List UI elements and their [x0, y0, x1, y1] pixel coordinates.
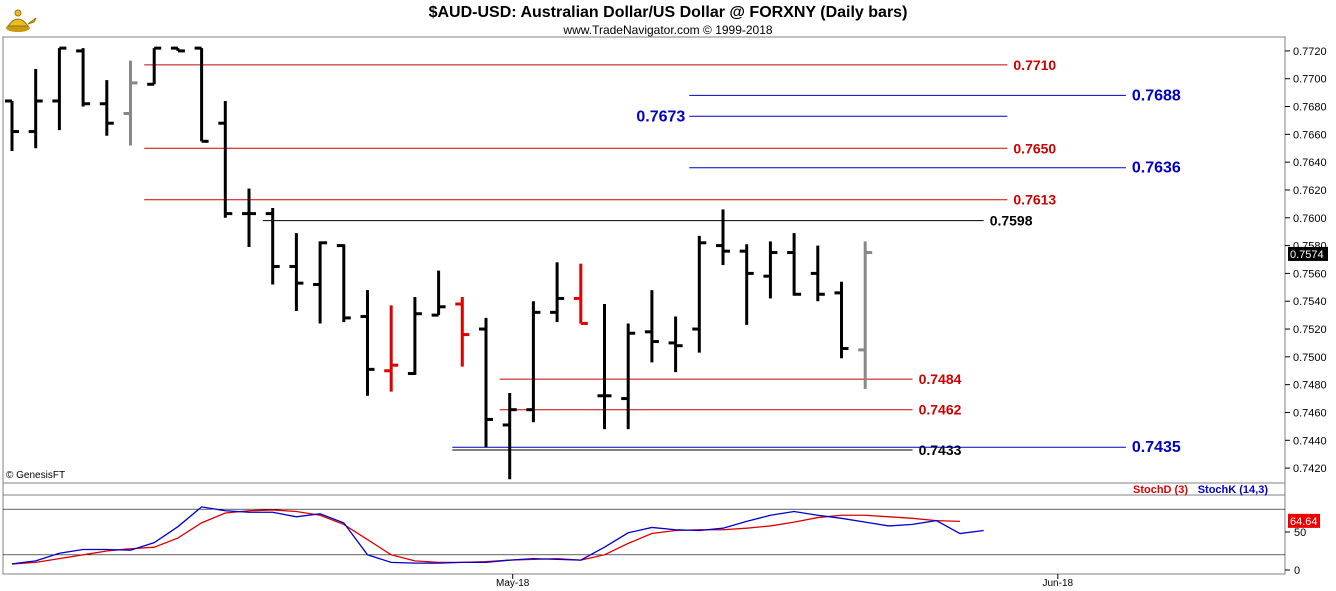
x-axis: May-18 Jun-18	[496, 574, 1074, 589]
chart-title: $AUD-USD: Australian Dollar/US Dollar @ …	[429, 4, 908, 21]
stoch-series-line	[11, 509, 961, 565]
x-tick-label: May-18	[496, 578, 530, 589]
stoch-legend: StochK (14,3) StochD (3)	[1133, 484, 1268, 496]
price-tick-label: 0.7420	[1293, 463, 1327, 475]
level-label: 0.7636	[1132, 160, 1181, 177]
level-label: 0.7484	[919, 371, 962, 387]
price-tick-label: 0.7680	[1293, 102, 1327, 114]
price-tick-label: 0.7460	[1293, 407, 1327, 419]
level-label: 0.7673	[636, 108, 685, 125]
stoch-pane	[2, 482, 1286, 575]
x-tick-label: Jun-18	[1043, 578, 1074, 589]
chart-subtitle: www.TradeNavigator.com © 1999-2018	[562, 23, 772, 37]
price-tick-label: 0.7600	[1293, 213, 1327, 225]
price-tick-label: 0.7520	[1293, 324, 1327, 336]
price-tick-label: 0.7440	[1293, 435, 1327, 447]
stoch-tick-label: 50	[1294, 527, 1306, 539]
price-tick-label: 0.7540	[1293, 296, 1327, 308]
stoch-tick-label: 0	[1294, 565, 1300, 577]
level-label: 0.7598	[990, 213, 1033, 229]
price-levels: 0.7710 0.7688 0.7673 0.7650 0.7636 0.7613 0.75…	[144, 57, 1181, 458]
level-label: 0.7433	[919, 442, 962, 458]
level-label: 0.7462	[919, 402, 962, 418]
price-tick-label: 0.7720	[1293, 46, 1327, 58]
level-label: 0.7710	[1013, 57, 1056, 73]
level-label: 0.7650	[1013, 140, 1056, 156]
level-label: 0.7688	[1132, 87, 1181, 104]
price-tick-label: 0.7620	[1293, 185, 1327, 197]
stoch-legend-entry: StochD (3)	[1133, 484, 1188, 496]
price-tick-label: 0.7700	[1293, 74, 1327, 86]
level-label: 0.7613	[1013, 192, 1056, 208]
last-price-label: 0.7574	[1290, 249, 1324, 261]
stoch-value-tag	[1288, 513, 1320, 528]
watermark: © GenesisFT	[6, 470, 65, 481]
stoch-legend-entry: StochK (14,3)	[1198, 484, 1269, 496]
price-tick-label: 0.7560	[1293, 268, 1327, 280]
price-tick-label: 0.7660	[1293, 129, 1327, 141]
stoch-series-line	[11, 506, 984, 565]
stoch-lines	[11, 506, 984, 565]
price-axis: 0.7420 0.7440 0.7460 0.7480 0.7500 0.7520 0.75…	[1285, 46, 1328, 475]
level-label: 0.7435	[1132, 439, 1181, 456]
price-tick-label: 0.7640	[1293, 157, 1327, 169]
price-bars	[5, 46, 873, 480]
price-tick-label: 0.7500	[1293, 352, 1327, 364]
stoch-value-label: 64.64	[1290, 516, 1318, 528]
last-price-tag	[1288, 246, 1328, 261]
price-tick-label: 0.7480	[1293, 380, 1327, 392]
genie-lamp-icon	[6, 9, 37, 32]
